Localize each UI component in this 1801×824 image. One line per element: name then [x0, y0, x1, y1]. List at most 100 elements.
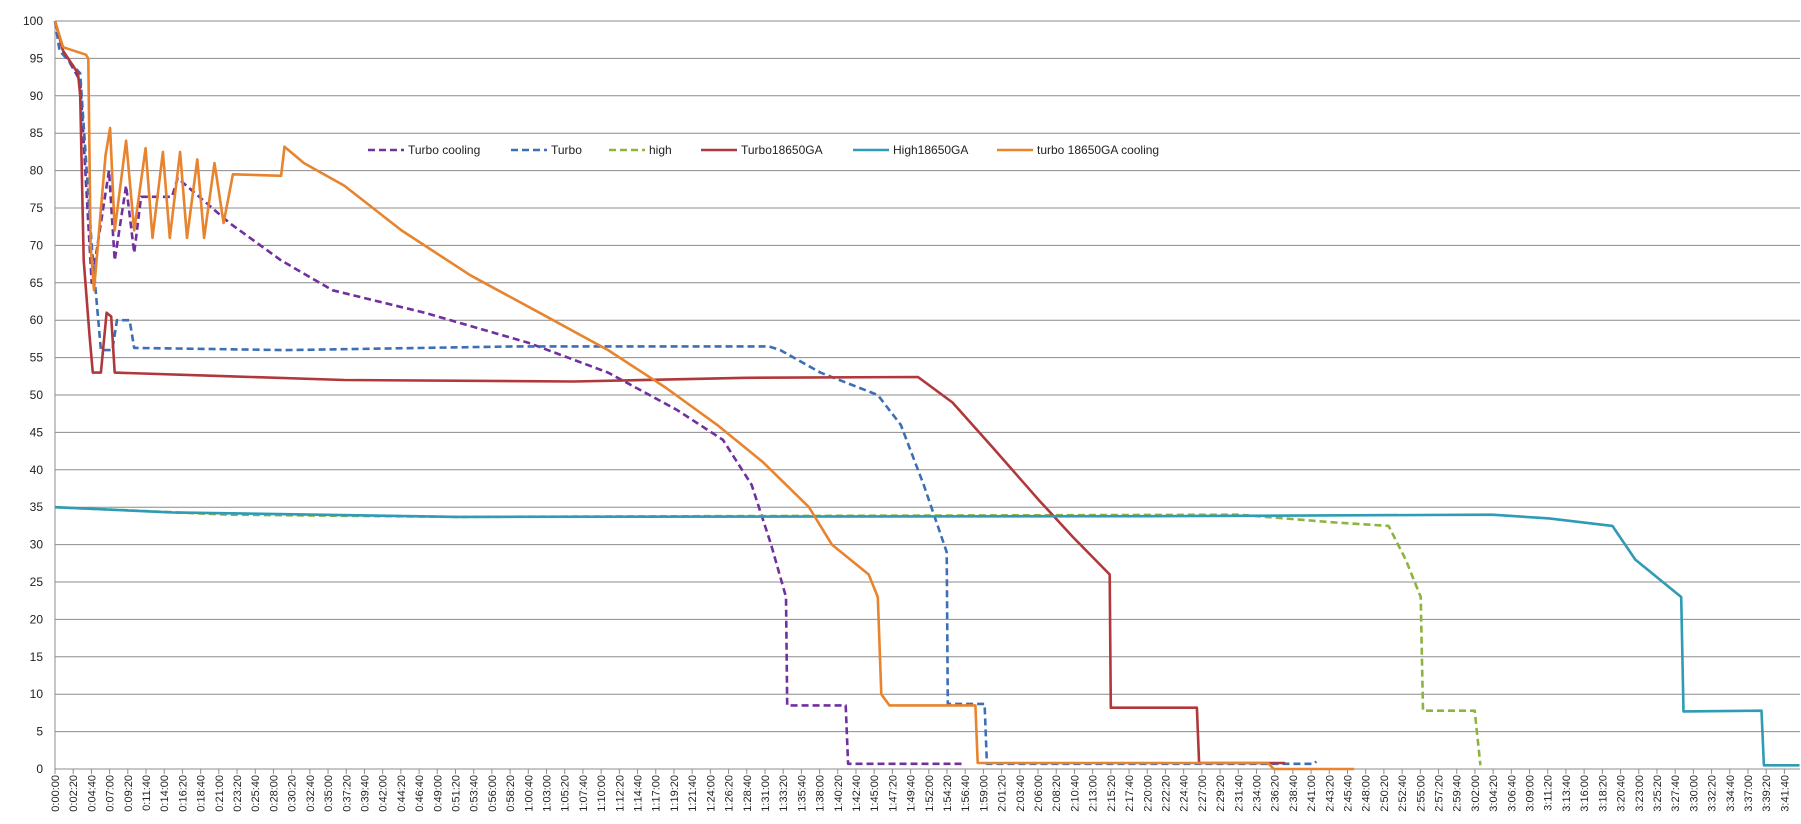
- y-tick-label: 5: [36, 725, 43, 739]
- y-tick-label: 85: [30, 126, 44, 140]
- x-tick-label: 0:11:40: [141, 775, 153, 811]
- legend-label: high: [649, 143, 672, 157]
- y-tick-label: 45: [30, 425, 44, 439]
- x-tick-label: 2:01:20: [997, 775, 1009, 812]
- x-tick-label: 2:43:20: [1324, 775, 1336, 812]
- x-tick-label: 3:25:20: [1652, 775, 1664, 812]
- y-tick-label: 10: [30, 687, 44, 701]
- series-line: [53, 20, 964, 766]
- x-tick-label: 1:28:40: [742, 775, 754, 812]
- x-tick-label: 1:26:20: [724, 775, 736, 812]
- x-tick-label: 3:30:00: [1688, 775, 1700, 812]
- x-tick-label: 0:28:00: [268, 775, 280, 812]
- x-tick-label: 0:21:00: [214, 775, 226, 812]
- y-tick-label: 80: [30, 164, 44, 178]
- legend-item: Turbo: [511, 143, 582, 157]
- x-tick-label: 0:14:00: [159, 775, 171, 812]
- y-tick-label: 60: [30, 313, 44, 327]
- y-tick-label: 90: [30, 89, 44, 103]
- x-tick-label: 0:32:40: [305, 775, 317, 812]
- x-tick-label: 1:21:40: [687, 775, 699, 812]
- legend-label: turbo 18650GA cooling: [1037, 143, 1159, 157]
- x-tick-label: 0:58:20: [505, 775, 517, 812]
- x-tick-label: 1:10:00: [596, 775, 608, 812]
- x-tick-label: 1:12:20: [614, 775, 626, 812]
- x-tick-label: 3:06:40: [1506, 775, 1518, 812]
- y-tick-label: 75: [30, 201, 44, 215]
- legend-label: Turbo18650GA: [741, 143, 823, 157]
- y-tick-label: 30: [30, 538, 44, 552]
- x-tick-label: 1:03:00: [542, 775, 554, 812]
- x-tick-label: 0:44:20: [396, 775, 408, 812]
- x-tick-label: 3:27:40: [1670, 775, 1682, 812]
- x-tick-label: 0:07:00: [105, 775, 117, 812]
- series-line: [54, 505, 1800, 767]
- x-tick-label: 0:39:40: [359, 775, 371, 812]
- legend-label: High18650GA: [893, 143, 968, 157]
- x-tick-label: 0:00:00: [50, 775, 62, 812]
- x-tick-label: 3:34:40: [1725, 775, 1737, 812]
- x-tick-label: 1:35:40: [796, 775, 808, 812]
- x-tick-label: 3:37:00: [1743, 775, 1755, 812]
- x-tick-label: 2:38:40: [1288, 775, 1300, 812]
- x-tick-label: 1:14:40: [633, 775, 645, 812]
- x-tick-label: 2:31:40: [1233, 775, 1245, 812]
- x-tick-label: 2:20:00: [1142, 775, 1154, 812]
- x-tick-label: 2:52:40: [1397, 775, 1409, 812]
- x-tick-label: 3:13:40: [1561, 775, 1573, 812]
- x-tick-label: 2:15:20: [1106, 775, 1118, 812]
- x-tick-label: 3:39:20: [1761, 775, 1773, 812]
- x-tick-label: 3:20:40: [1616, 775, 1628, 812]
- x-tick-label: 0:35:00: [323, 775, 335, 812]
- x-tick-label: 1:49:40: [906, 775, 918, 812]
- x-tick-label: 2:59:40: [1452, 775, 1464, 812]
- y-tick-label: 55: [30, 351, 44, 365]
- y-tick-label: 0: [36, 762, 43, 776]
- series-line: [54, 505, 1482, 766]
- x-tick-label: 0:16:20: [177, 775, 189, 812]
- x-tick-label: 0:49:00: [432, 775, 444, 812]
- x-tick-label: 1:38:00: [815, 775, 827, 812]
- x-tick-label: 2:48:00: [1361, 775, 1373, 812]
- x-tick-label: 3:18:20: [1597, 775, 1609, 812]
- y-tick-label: 25: [30, 575, 44, 589]
- legend-item: turbo 18650GA cooling: [997, 143, 1159, 157]
- x-tick-label: 0:37:20: [341, 775, 353, 812]
- legend-item: Turbo cooling: [368, 143, 480, 157]
- x-tick-label: 0:09:20: [123, 775, 135, 812]
- x-tick-label: 3:11:20: [1543, 775, 1555, 811]
- x-tick-label: 0:02:20: [68, 775, 80, 812]
- y-tick-label: 70: [30, 238, 44, 252]
- x-tick-label: 2:08:20: [1051, 775, 1063, 812]
- x-tick-label: 0:30:20: [287, 775, 299, 812]
- y-tick-label: 15: [30, 650, 44, 664]
- x-tick-label: 3:16:00: [1579, 775, 1591, 812]
- x-tick-label: 1:19:20: [669, 775, 681, 812]
- x-tick-label: 2:10:40: [1069, 775, 1081, 812]
- x-tick-label: 0:23:20: [232, 775, 244, 812]
- x-tick-label: 1:47:20: [887, 775, 899, 812]
- x-tick-label: 2:57:20: [1434, 775, 1446, 812]
- x-tick-label: 3:02:00: [1470, 775, 1482, 812]
- x-tick-label: 0:42:00: [378, 775, 390, 812]
- y-tick-label: 35: [30, 500, 44, 514]
- x-tick-label: 2:22:20: [1160, 775, 1172, 812]
- legend-label: Turbo cooling: [408, 143, 480, 157]
- y-tick-label: 20: [30, 612, 44, 626]
- x-tick-label: 3:09:00: [1525, 775, 1537, 812]
- x-tick-label: 0:56:00: [487, 775, 499, 812]
- x-tick-label: 2:17:40: [1124, 775, 1136, 812]
- x-tick-label: 2:50:20: [1379, 775, 1391, 812]
- series-line: [53, 20, 1318, 766]
- x-tick-label: 1:54:20: [942, 775, 954, 812]
- x-tick-label: 3:23:00: [1634, 775, 1646, 812]
- x-tick-label: 0:25:40: [250, 775, 262, 812]
- x-tick-label: 0:53:40: [469, 775, 481, 812]
- x-tick-label: 2:45:40: [1342, 775, 1354, 812]
- legend-item: high: [609, 143, 672, 157]
- x-tick-label: 2:27:00: [1197, 775, 1209, 812]
- y-tick-label: 65: [30, 276, 44, 290]
- x-tick-label: 3:32:20: [1707, 775, 1719, 812]
- y-tick-label: 50: [30, 388, 44, 402]
